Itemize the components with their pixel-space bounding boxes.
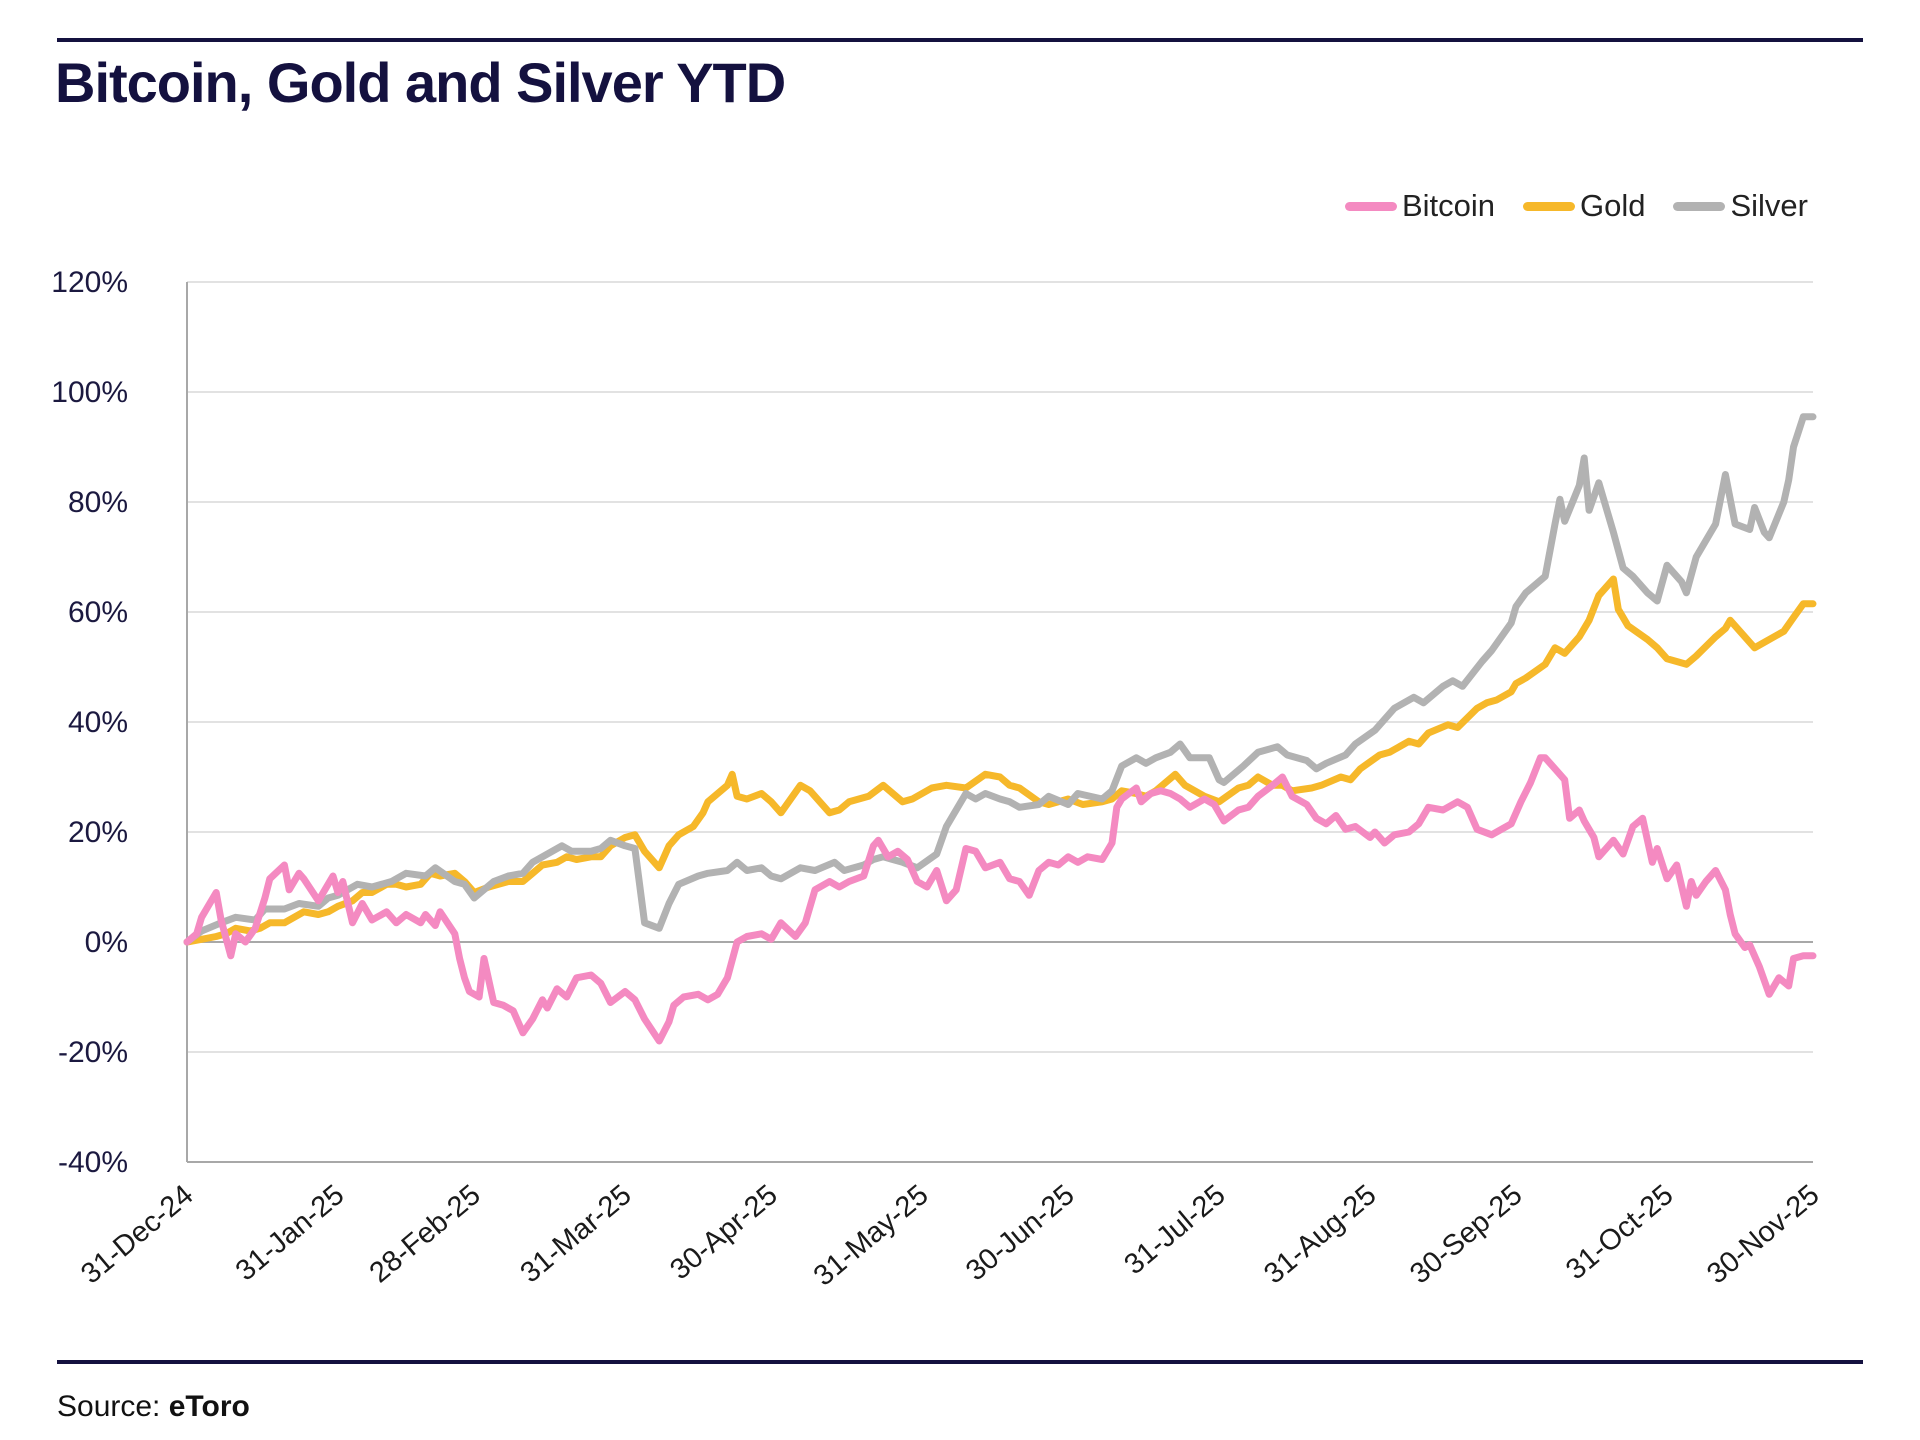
x-axis-tick-label: 31-Mar-25 bbox=[515, 1179, 638, 1290]
legend-swatch-bitcoin bbox=[1344, 201, 1397, 211]
x-axis-tick-label: 31-Aug-25 bbox=[1258, 1179, 1382, 1291]
source-note: Source: eToro bbox=[57, 1390, 250, 1424]
page-title: Bitcoin, Gold and Silver YTD bbox=[55, 51, 786, 114]
x-axis-tick-label: 30-Sep-25 bbox=[1404, 1179, 1528, 1291]
y-axis-tick-label: 0% bbox=[85, 926, 128, 959]
top-divider bbox=[57, 38, 1863, 42]
legend-label: Bitcoin bbox=[1401, 188, 1495, 223]
legend-item-gold: Gold bbox=[1523, 188, 1645, 224]
bottom-divider bbox=[57, 1360, 1863, 1364]
legend-swatch-gold bbox=[1523, 201, 1575, 211]
chart-legend: Bitcoin Gold Silver bbox=[1344, 188, 1808, 224]
x-axis-tick-label: 30-Apr-25 bbox=[664, 1179, 783, 1286]
legend-label: Silver bbox=[1730, 188, 1808, 223]
x-axis-tick-label: 31-Jul-25 bbox=[1118, 1179, 1231, 1281]
x-axis-tick-label: 31-Oct-25 bbox=[1560, 1179, 1679, 1286]
legend-label: Gold bbox=[1580, 188, 1646, 223]
y-axis-tick-label: 20% bbox=[68, 816, 128, 849]
series-line-bitcoin bbox=[183, 754, 1817, 1045]
y-axis-tick-label: -40% bbox=[58, 1146, 128, 1179]
legend-item-bitcoin: Bitcoin bbox=[1344, 188, 1495, 224]
y-axis-tick-label: 120% bbox=[51, 266, 128, 299]
x-axis-tick-label: 28-Feb-25 bbox=[364, 1179, 487, 1290]
x-axis-tick-label: 31-May-25 bbox=[808, 1179, 935, 1293]
source-label: Source: bbox=[57, 1390, 161, 1423]
y-axis-tick-label: 80% bbox=[68, 486, 128, 519]
legend-item-silver: Silver bbox=[1673, 188, 1808, 224]
y-axis-tick-label: 40% bbox=[68, 706, 128, 739]
series-line-silver bbox=[183, 413, 1817, 946]
x-axis-tick-label: 30-Nov-25 bbox=[1701, 1179, 1825, 1291]
x-axis-tick-label: 30-Jun-25 bbox=[960, 1179, 1081, 1287]
y-axis-tick-label: -20% bbox=[58, 1036, 128, 1069]
y-axis-tick-label: 60% bbox=[68, 596, 128, 629]
source-value: eToro bbox=[168, 1390, 250, 1423]
legend-swatch-silver bbox=[1673, 201, 1726, 211]
x-axis-tick-label: 31-Jan-25 bbox=[230, 1179, 351, 1287]
x-axis-tick-label: 31-Dec-24 bbox=[75, 1179, 199, 1291]
series-line-gold bbox=[183, 575, 1817, 946]
y-axis-tick-label: 100% bbox=[51, 376, 128, 409]
